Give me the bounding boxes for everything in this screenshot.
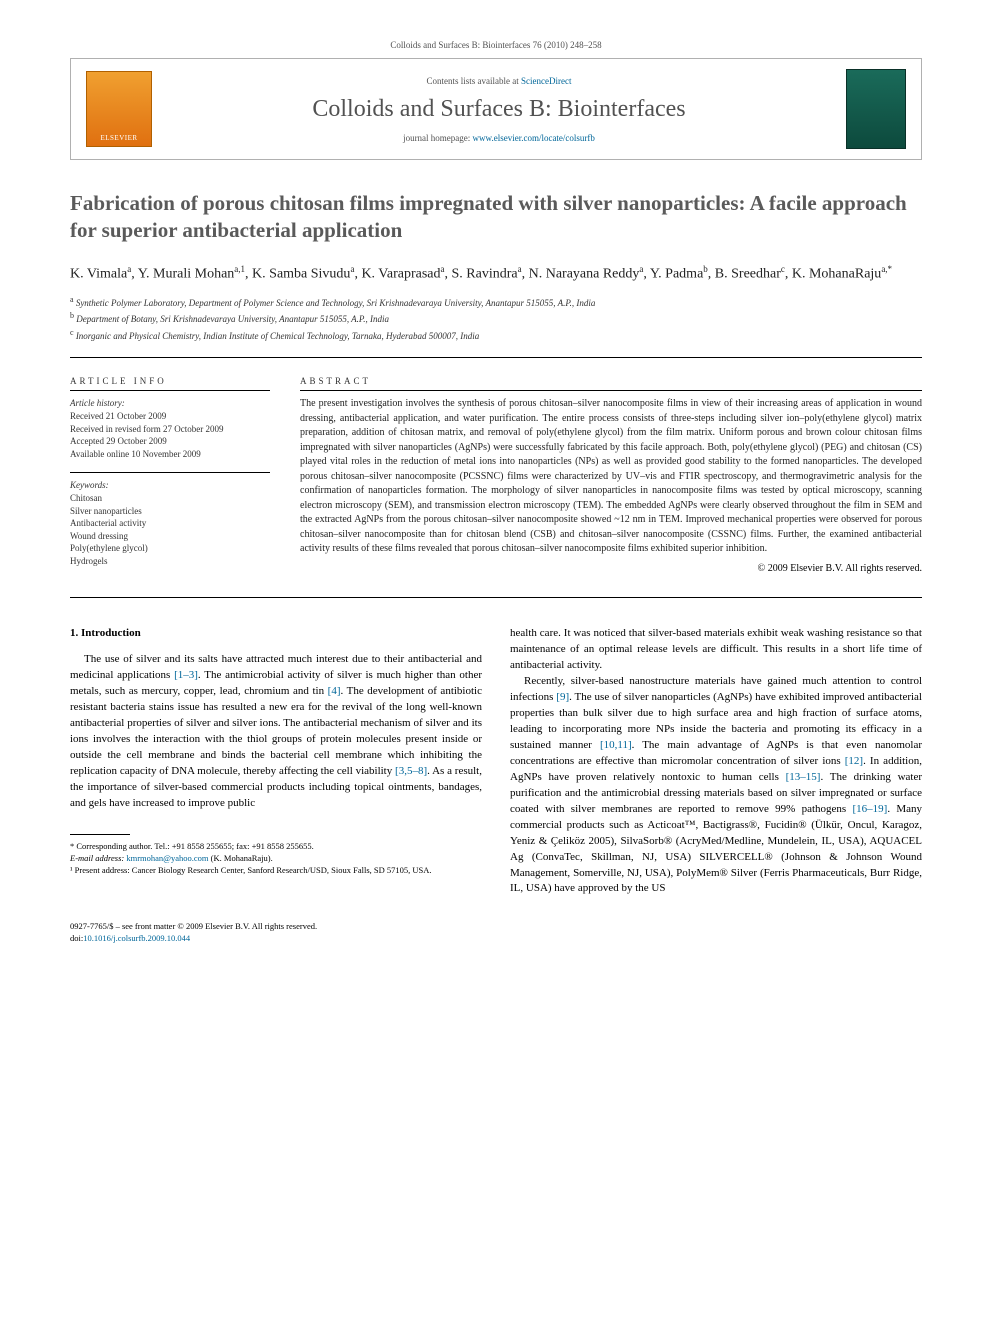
email-suffix: (K. MohanaRaju). (209, 853, 273, 863)
history-line-1: Received 21 October 2009 (70, 410, 270, 423)
article-title: Fabrication of porous chitosan films imp… (70, 190, 922, 245)
email-label: E-mail address: (70, 853, 126, 863)
ref-link-10-11[interactable]: [10,11] (600, 739, 632, 751)
present-address-note: ¹ Present address: Cancer Biology Resear… (70, 865, 482, 877)
body-right-column: health care. It was noticed that silver-… (510, 626, 922, 897)
keyword-6: Hydrogels (70, 555, 270, 568)
keyword-3: Antibacterial activity (70, 517, 270, 530)
history-line-3: Accepted 29 October 2009 (70, 435, 270, 448)
email-link[interactable]: kmrmohan@yahoo.com (126, 853, 208, 863)
abstract-column: ABSTRACT The present investigation invol… (300, 376, 922, 579)
header-center: Contents lists available at ScienceDirec… (170, 76, 828, 143)
abstract-copyright: © 2009 Elsevier B.V. All rights reserved… (300, 563, 922, 574)
abstract-text: The present investigation involves the s… (300, 397, 922, 557)
abstract-heading: ABSTRACT (300, 376, 922, 391)
ref-link-1-3[interactable]: [1–3] (174, 669, 198, 681)
journal-homepage-line: journal homepage: www.elsevier.com/locat… (170, 133, 828, 143)
info-abstract-row: ARTICLE INFO Article history: Received 2… (70, 376, 922, 598)
history-line-2: Received in revised form 27 October 2009 (70, 423, 270, 436)
journal-name: Colloids and Surfaces B: Biointerfaces (170, 96, 828, 123)
contents-list-line: Contents lists available at ScienceDirec… (170, 76, 828, 86)
article-history-label: Article history: (70, 397, 270, 410)
article-history-block: Article history: Received 21 October 200… (70, 397, 270, 460)
ref-link-4[interactable]: [4] (328, 685, 341, 697)
article-info-heading: ARTICLE INFO (70, 376, 270, 391)
affiliation-list: a Synthetic Polymer Laboratory, Departme… (70, 294, 922, 359)
author-list: K. Vimalaa, Y. Murali Mohana,1, K. Samba… (70, 263, 922, 284)
body-left-column: 1. Introduction The use of silver and it… (70, 626, 482, 897)
sciencedirect-link[interactable]: ScienceDirect (521, 76, 571, 86)
keyword-2: Silver nanoparticles (70, 505, 270, 518)
affiliation-c: c Inorganic and Physical Chemistry, Indi… (70, 327, 922, 344)
journal-homepage-link[interactable]: www.elsevier.com/locate/colsurfb (473, 133, 595, 143)
info-divider (70, 472, 270, 473)
affiliation-b: b Department of Botany, Sri Krishnadevar… (70, 310, 922, 327)
c2-t6: . Many commercial products such as Actic… (510, 803, 922, 895)
footnote-separator (70, 834, 130, 835)
footnote-block: * Corresponding author. Tel.: +91 8558 2… (70, 841, 482, 877)
keyword-1: Chitosan (70, 492, 270, 505)
p1-t3: . The development of antibiotic resistan… (70, 685, 482, 777)
col2-paragraph-2: Recently, silver-based nanostructure mat… (510, 674, 922, 897)
keywords-block: Keywords: Chitosan Silver nanoparticles … (70, 479, 270, 567)
doi-line: doi:10.1016/j.colsurfb.2009.10.044 (70, 933, 922, 945)
history-line-4: Available online 10 November 2009 (70, 448, 270, 461)
col2-paragraph-1: health care. It was noticed that silver-… (510, 626, 922, 674)
contents-prefix: Contents lists available at (427, 76, 521, 86)
journal-header-box: ELSEVIER Contents lists available at Sci… (70, 58, 922, 160)
article-info-column: ARTICLE INFO Article history: Received 2… (70, 376, 270, 579)
ref-link-16-19[interactable]: [16–19] (852, 803, 887, 815)
homepage-prefix: journal homepage: (403, 133, 472, 143)
front-matter-line: 0927-7765/$ – see front matter © 2009 El… (70, 921, 922, 933)
section-1-heading: 1. Introduction (70, 626, 482, 642)
email-line: E-mail address: kmrmohan@yahoo.com (K. M… (70, 853, 482, 865)
running-header: Colloids and Surfaces B: Biointerfaces 7… (70, 40, 922, 50)
corresponding-author-note: * Corresponding author. Tel.: +91 8558 2… (70, 841, 482, 853)
affiliation-a: a Synthetic Polymer Laboratory, Departme… (70, 294, 922, 311)
ref-link-13-15[interactable]: [13–15] (786, 771, 821, 783)
ref-link-12[interactable]: [12] (845, 755, 863, 767)
journal-cover-thumbnail (846, 69, 906, 149)
keywords-label: Keywords: (70, 479, 270, 492)
keyword-4: Wound dressing (70, 530, 270, 543)
doi-link[interactable]: 10.1016/j.colsurfb.2009.10.044 (83, 933, 190, 943)
body-columns: 1. Introduction The use of silver and it… (70, 626, 922, 897)
intro-paragraph-1: The use of silver and its salts have att… (70, 652, 482, 811)
keyword-5: Poly(ethylene glycol) (70, 542, 270, 555)
ref-link-3-5-8[interactable]: [3,5–8] (395, 765, 427, 777)
doi-prefix: doi: (70, 933, 83, 943)
footer-meta: 0927-7765/$ – see front matter © 2009 El… (70, 921, 922, 945)
elsevier-logo: ELSEVIER (86, 71, 152, 147)
ref-link-9[interactable]: [9] (556, 691, 569, 703)
